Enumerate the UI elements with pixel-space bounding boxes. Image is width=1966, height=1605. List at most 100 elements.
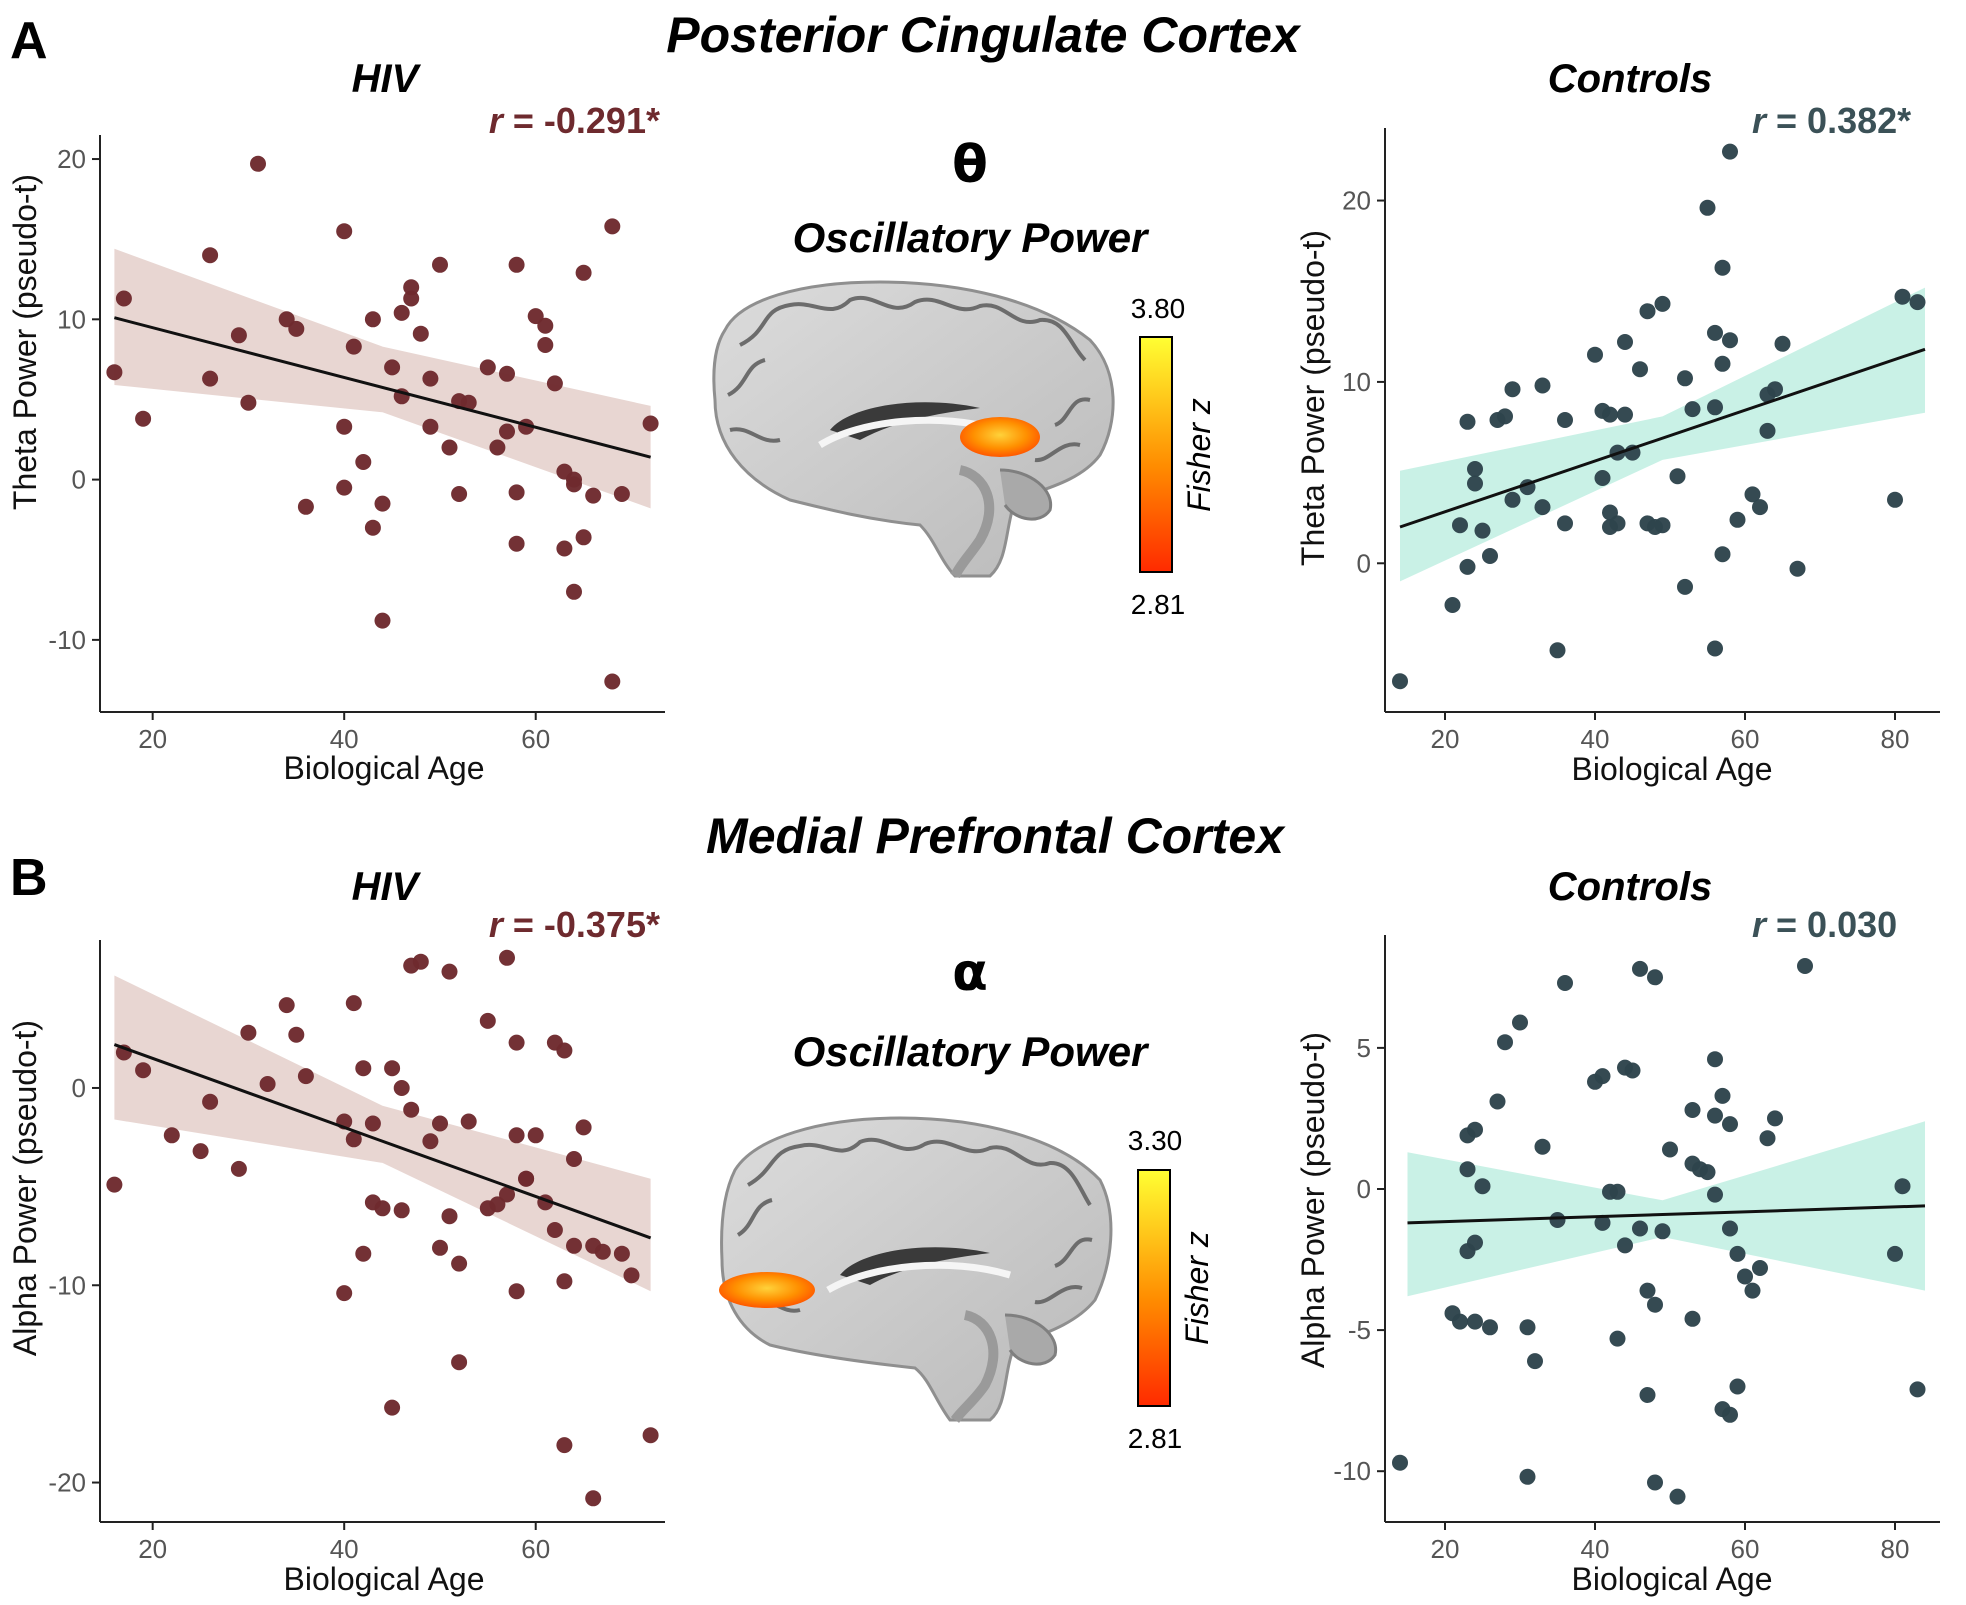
data-point <box>556 1042 573 1059</box>
data-point <box>432 1239 448 1256</box>
brain-map-a: θ Oscillatory Power 3.80 2.81 Fisher z <box>712 135 1217 620</box>
x-tick-label: 60 <box>521 724 550 754</box>
data-point <box>508 1034 525 1051</box>
x-tick-label: 20 <box>1431 1534 1460 1564</box>
data-point <box>1654 1223 1671 1240</box>
frequency-symbol: α <box>952 943 988 1003</box>
data-point <box>297 498 314 515</box>
data-point <box>460 1113 477 1130</box>
y-tick-label: -10 <box>1333 1456 1371 1486</box>
colorbar: 3.30 2.81 Fisher z <box>1128 1125 1215 1454</box>
data-point <box>1452 1313 1468 1330</box>
correlation-label: r = -0.291* <box>489 100 660 141</box>
data-point <box>499 423 515 440</box>
data-point <box>1654 517 1671 534</box>
data-point <box>393 1202 410 1219</box>
data-point <box>1789 560 1806 577</box>
correlation-label: r = 0.382* <box>1752 100 1911 141</box>
data-point <box>1684 401 1701 418</box>
center-title: Oscillatory Power <box>793 1028 1150 1075</box>
y-tick-label: -10 <box>48 1270 86 1300</box>
data-point <box>1707 640 1723 657</box>
data-point <box>1459 558 1476 575</box>
data-point <box>1707 399 1723 416</box>
chart-title: HIV <box>352 57 422 101</box>
data-point <box>499 1186 515 1203</box>
data-point <box>1639 303 1656 320</box>
data-point <box>1714 355 1731 372</box>
data-point <box>1392 1454 1408 1471</box>
data-point <box>230 327 247 344</box>
data-point <box>393 1080 410 1096</box>
data-point <box>1594 1068 1611 1085</box>
data-point <box>1639 1387 1656 1403</box>
data-point <box>1482 1319 1498 1336</box>
data-point <box>1752 1260 1768 1276</box>
data-point <box>575 264 592 281</box>
data-point <box>1534 1138 1551 1155</box>
data-point <box>1722 1406 1738 1423</box>
y-axis-label: Alpha Power (pseudo-t) <box>7 1020 43 1356</box>
data-point <box>374 495 391 512</box>
data-point <box>1549 1212 1566 1228</box>
data-point <box>623 1267 640 1284</box>
data-point <box>566 1151 582 1167</box>
y-tick-label: 0 <box>72 465 86 495</box>
data-point <box>364 1115 381 1132</box>
data-point <box>585 1490 602 1507</box>
data-point <box>355 1060 372 1077</box>
data-point <box>278 997 295 1014</box>
data-point <box>336 223 353 240</box>
region-title-pcc: Posterior Cingulate Cortex <box>666 7 1302 63</box>
data-point <box>1722 1220 1738 1237</box>
x-tick-label: 60 <box>521 1534 550 1564</box>
x-tick-label: 20 <box>1431 724 1460 754</box>
y-tick-label: 0 <box>1357 1174 1371 1204</box>
data-point <box>537 337 554 353</box>
data-point <box>345 1131 362 1148</box>
data-point <box>288 320 305 337</box>
data-point <box>115 290 132 307</box>
r-value: = 0.030 <box>1766 904 1897 945</box>
data-point <box>1707 1186 1723 1203</box>
x-tick-label: 40 <box>1581 1534 1610 1564</box>
data-point <box>642 415 659 432</box>
data-point <box>135 1062 152 1079</box>
data-point <box>1467 461 1483 477</box>
data-point <box>1729 1245 1746 1262</box>
data-point <box>537 317 554 334</box>
data-point <box>1714 546 1731 563</box>
data-point <box>1632 960 1648 977</box>
chart-hiv-theta: HIV r = -0.291* -10 0 10 20 20 40 60 Theta Pow… <box>7 57 665 786</box>
data-point <box>1459 1161 1476 1178</box>
data-point <box>355 1245 372 1262</box>
data-point <box>163 1127 180 1144</box>
x-tick-label: 40 <box>330 1534 359 1564</box>
data-point <box>1587 346 1603 363</box>
data-point <box>556 1437 573 1454</box>
data-point <box>575 1119 592 1136</box>
data-point <box>1722 1116 1738 1133</box>
data-point <box>441 1208 458 1225</box>
x-tick-label: 40 <box>1581 724 1610 754</box>
y-axis-label: Theta Power (pseudo-t) <box>1295 230 1331 566</box>
y-axis-label: Alpha Power (pseudo-t) <box>1295 1032 1331 1368</box>
data-point <box>1654 295 1671 312</box>
data-point <box>336 418 353 435</box>
data-point <box>106 364 123 381</box>
data-point <box>1759 422 1776 439</box>
data-point <box>1909 294 1926 311</box>
region-title-mpfc: Medial Prefrontal Cortex <box>706 808 1286 864</box>
data-point <box>403 279 420 296</box>
data-point <box>297 1068 314 1085</box>
data-point <box>1467 1121 1483 1138</box>
data-point <box>1557 515 1573 532</box>
data-point <box>202 370 219 387</box>
data-point <box>1549 642 1566 659</box>
data-point <box>1767 381 1783 398</box>
data-point <box>1677 578 1693 595</box>
data-point <box>1602 406 1618 423</box>
data-point <box>1594 1214 1611 1231</box>
y-axis-label: Theta Power (pseudo-t) <box>7 174 43 510</box>
data-point <box>508 1283 525 1300</box>
